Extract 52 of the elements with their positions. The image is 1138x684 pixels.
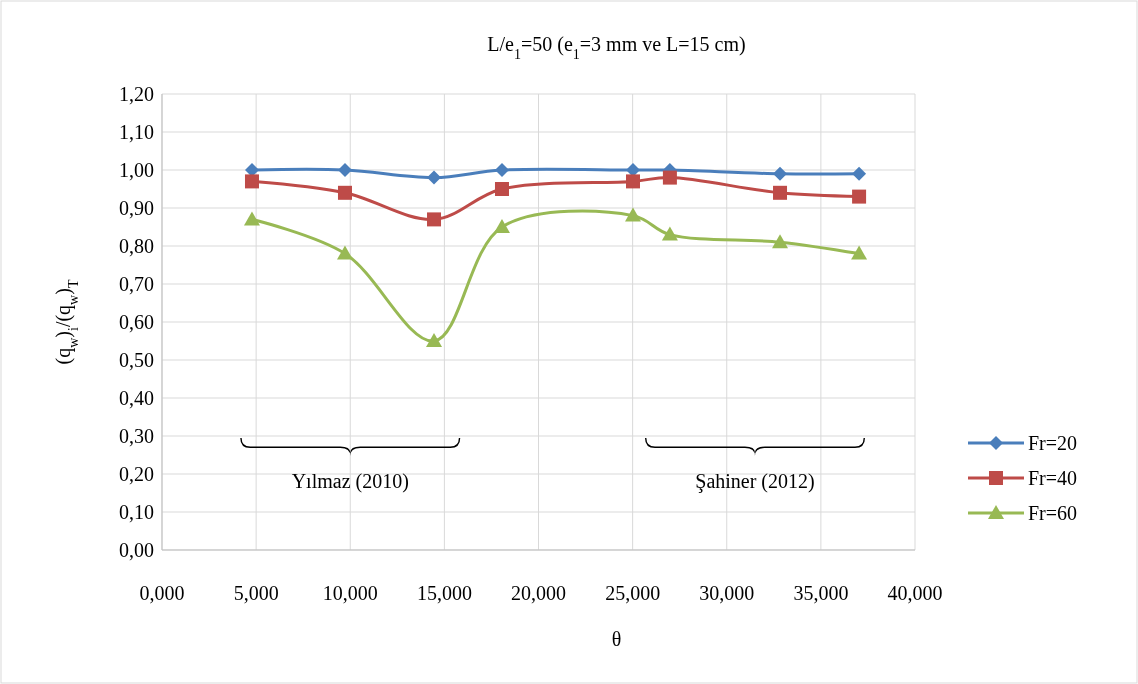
annotation: Şahiner (2012) [695, 470, 815, 493]
x-tick-label: 0,000 [139, 582, 185, 604]
y-tick-label: 0,90 [119, 197, 154, 219]
y-tick-label: 0,40 [119, 387, 154, 409]
point [494, 163, 509, 177]
point [337, 185, 352, 200]
legend-label: Fr=40 [1028, 467, 1078, 489]
point [626, 174, 640, 189]
chart-title: L/e$_{1}$=50 (e$_{1}$=3 mm ve L=15 cm) [487, 33, 746, 62]
x-tick-label: 15,000 [416, 582, 472, 604]
legend-label: Fr=20 [1028, 432, 1078, 454]
x-tick-label: 25,000 [605, 582, 661, 604]
y-tick-label: 0,30 [119, 425, 154, 447]
point [626, 163, 640, 177]
point [773, 185, 788, 200]
point [427, 170, 442, 185]
annotation: Yılmaz (2010) [291, 470, 409, 493]
x-tick-label: 5,000 [233, 582, 279, 604]
point [244, 163, 259, 177]
point [852, 166, 867, 181]
x-tick-label: 20,000 [511, 582, 566, 604]
y-tick-label: 0,70 [119, 273, 154, 295]
y-tick-label: 0,10 [119, 501, 154, 523]
point [426, 333, 443, 347]
point [851, 245, 868, 260]
y-tick-label: 0,50 [119, 349, 154, 371]
legend-label: Fr=60 [1028, 502, 1078, 524]
point [427, 212, 442, 227]
point [773, 166, 788, 181]
point [852, 189, 867, 204]
x-tick-label: 30,000 [699, 582, 755, 604]
x-tick-label: 40,000 [887, 582, 943, 604]
y-tick-label: 1,10 [119, 121, 154, 143]
point [336, 245, 353, 260]
point [772, 234, 789, 249]
y-tick-label: 0,00 [119, 539, 154, 561]
point [494, 182, 509, 196]
point [244, 174, 259, 189]
point [243, 211, 260, 226]
y-tick-label: 1,00 [119, 159, 154, 181]
x-axis-title: θ [611, 628, 622, 650]
x-tick-label: 35,000 [793, 582, 849, 604]
point [493, 219, 510, 233]
y-tick-label: 0,20 [119, 463, 154, 485]
point [625, 207, 641, 222]
y-tick-label: 0,80 [119, 235, 154, 257]
y-tick-label: 1,20 [119, 83, 154, 105]
point [337, 163, 352, 177]
y-tick-label: 0,60 [119, 311, 154, 333]
point [661, 226, 678, 241]
point [662, 170, 677, 185]
x-tick-label: 10,000 [322, 582, 378, 604]
